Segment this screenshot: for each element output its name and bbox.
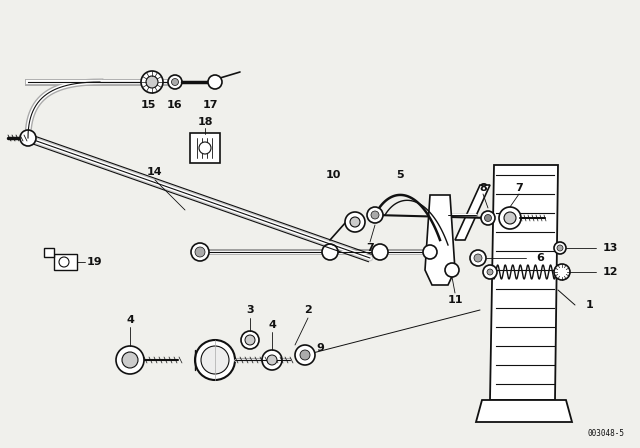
Circle shape [295,345,315,365]
Circle shape [191,243,209,261]
Polygon shape [490,165,558,400]
Text: 16: 16 [167,100,183,110]
Circle shape [141,71,163,93]
Circle shape [350,217,360,227]
Text: 9: 9 [316,343,324,353]
Text: 14: 14 [147,167,163,177]
Circle shape [470,250,486,266]
Circle shape [372,244,388,260]
Polygon shape [54,254,77,270]
Text: 4: 4 [268,320,276,330]
Circle shape [201,346,229,374]
Circle shape [208,75,222,89]
Polygon shape [476,400,572,422]
Text: 17: 17 [202,100,218,110]
Circle shape [199,142,211,154]
Text: 10: 10 [325,170,340,180]
Text: 6: 6 [536,253,544,263]
Circle shape [267,355,277,365]
Text: 19: 19 [87,257,103,267]
Circle shape [322,244,338,260]
Circle shape [504,212,516,224]
Text: 003048-5: 003048-5 [588,429,625,438]
Circle shape [423,245,437,259]
Text: 8: 8 [479,183,487,193]
Circle shape [172,78,179,86]
Circle shape [499,207,521,229]
Circle shape [195,340,235,380]
Text: 1: 1 [586,300,594,310]
Circle shape [484,215,492,221]
Polygon shape [425,195,455,285]
Text: 7: 7 [515,183,523,193]
Circle shape [554,264,570,280]
Circle shape [168,75,182,89]
Circle shape [262,350,282,370]
Circle shape [557,245,563,251]
Circle shape [245,335,255,345]
Circle shape [241,331,259,349]
Polygon shape [455,185,490,240]
Text: 7: 7 [366,243,374,253]
Text: 2: 2 [304,305,312,315]
Polygon shape [44,248,54,257]
Text: 13: 13 [602,243,618,253]
Circle shape [487,269,493,275]
Circle shape [195,247,205,257]
Circle shape [59,257,69,267]
Text: 5: 5 [396,170,404,180]
Text: 12: 12 [602,267,618,277]
FancyBboxPatch shape [190,133,220,163]
Text: 18: 18 [197,117,212,127]
Circle shape [483,265,497,279]
Circle shape [554,242,566,254]
Text: 11: 11 [447,295,463,305]
Circle shape [116,346,144,374]
Circle shape [20,130,36,146]
Circle shape [367,207,383,223]
Circle shape [445,263,459,277]
Text: 3: 3 [246,305,254,315]
Circle shape [122,352,138,368]
Circle shape [481,211,495,225]
Circle shape [300,350,310,360]
Circle shape [345,212,365,232]
Circle shape [474,254,482,262]
Text: 15: 15 [140,100,156,110]
Circle shape [146,76,158,88]
Text: 4: 4 [126,315,134,325]
Circle shape [371,211,379,219]
